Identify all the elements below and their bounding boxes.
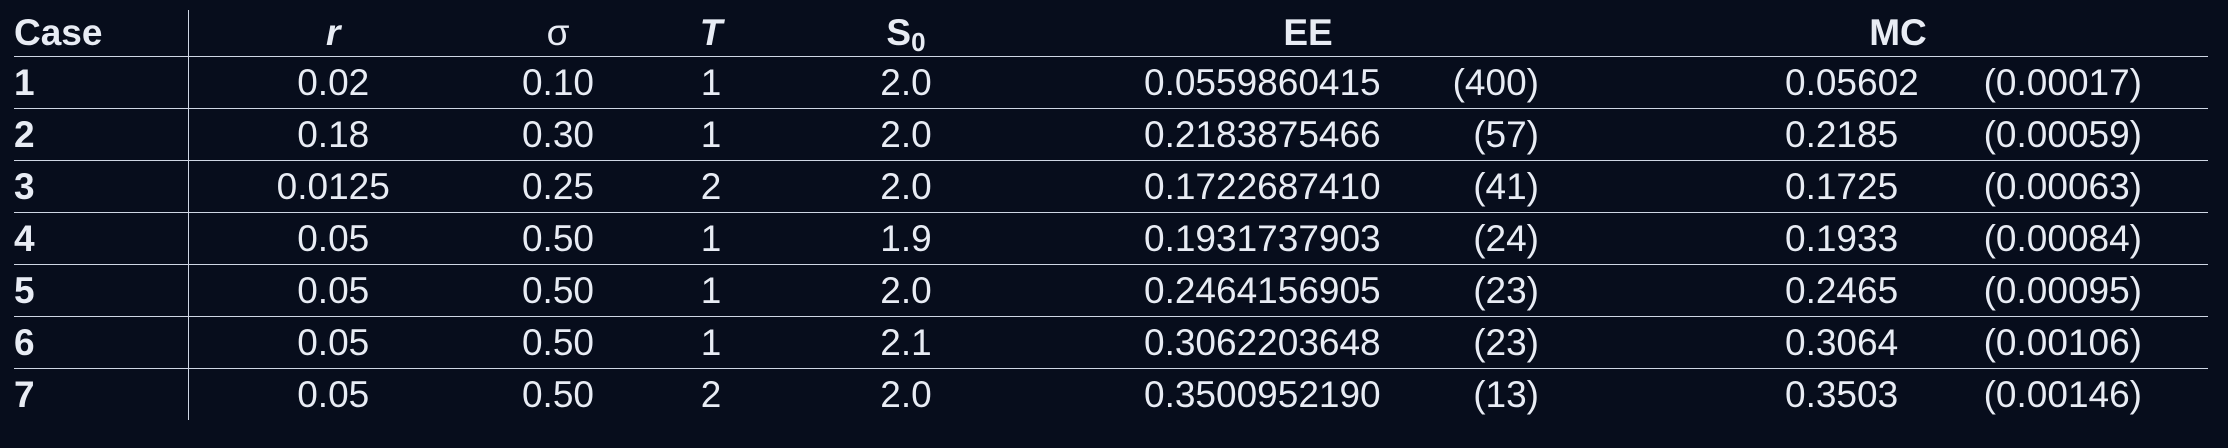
header-T: T [699,12,723,53]
table-row: 1 0.02 0.10 1 2.0 0.0559860415 (400) 0.05602 (0.… [14,56,2208,109]
mc-value: 0.2465 [1785,270,1899,311]
mc-uncertainty: (0.00017) [1983,62,2142,103]
header-r: r [326,12,341,53]
cell-MC: 0.1933 (0.00084) [1588,213,2208,265]
cell-case: 1 [14,56,189,109]
cell-sigma: 0.30 [521,114,594,155]
ee-value: 0.1931737903 [1144,218,1381,259]
cell-sigma: 0.25 [521,166,594,207]
cell-r: 0.0125 [276,166,390,207]
cell-T: 1 [700,270,722,311]
cell-S0: 2.0 [880,62,932,103]
cell-MC: 0.05602 (0.00017) [1588,57,2208,109]
header-sigma: σ [546,12,570,53]
cell-sigma: 0.50 [521,218,594,259]
cell-sigma: 0.50 [521,322,594,363]
cell-EE: 0.2464156905 (23) [1028,265,1588,317]
table-body: 1 0.02 0.10 1 2.0 0.0559860415 (400) 0.05602 (0.… [14,56,2208,421]
mc-value: 0.05602 [1785,62,1919,103]
header-S0-main: S [886,12,912,53]
ee-value: 0.3062203648 [1144,322,1381,363]
ee-value: 0.2464156905 [1144,270,1381,311]
cell-S0: 2.0 [880,374,932,415]
mc-uncertainty: (0.00106) [1983,322,2142,363]
ee-value: 0.3500952190 [1144,374,1381,415]
mc-value: 0.1933 [1785,218,1899,259]
mc-uncertainty: (0.00063) [1983,166,2142,207]
ee-uncertainty: (24) [1473,218,1539,259]
cell-EE: 0.1722687410 (41) [1028,161,1588,213]
ee-value: 0.0559860415 [1144,62,1381,103]
ee-uncertainty: (41) [1473,166,1539,207]
cell-r: 0.05 [297,322,370,363]
results-table: Case r σ T S0 EE MC 1 0.02 0.10 1 2.0 0.05598… [14,10,2208,420]
cell-r: 0.05 [297,270,370,311]
ee-uncertainty: (23) [1473,322,1539,363]
cell-T: 1 [700,114,722,155]
cell-MC: 0.3064 (0.00106) [1588,317,2208,369]
header-S0: S0 [784,10,1028,57]
cell-S0: 1.9 [880,218,932,259]
ee-uncertainty: (13) [1473,374,1539,415]
cell-case: 7 [14,368,189,420]
table-row: 7 0.05 0.50 2 2.0 0.3500952190 (13) 0.3503 (0.00… [14,368,2208,421]
cell-T: 2 [700,166,722,207]
cell-MC: 0.1725 (0.00063) [1588,161,2208,213]
ee-uncertainty: (23) [1473,270,1539,311]
ee-value: 0.2183875466 [1144,114,1381,155]
cell-MC: 0.3503 (0.00146) [1588,369,2208,421]
table-row: 2 0.18 0.30 1 2.0 0.2183875466 (57) 0.2185 (0.00… [14,108,2208,161]
table-row: 5 0.05 0.50 1 2.0 0.2464156905 (23) 0.2465 (0.00… [14,264,2208,317]
cell-MC: 0.2185 (0.00059) [1588,109,2208,161]
cell-case: 2 [14,108,189,161]
cell-EE: 0.0559860415 (400) [1028,57,1588,109]
table-row: 6 0.05 0.50 1 2.1 0.3062203648 (23) 0.3064 (0.00… [14,316,2208,369]
ee-uncertainty: (400) [1452,62,1539,103]
mc-uncertainty: (0.00084) [1983,218,2142,259]
cell-case: 4 [14,212,189,265]
cell-T: 1 [700,322,722,363]
cell-r: 0.02 [297,62,370,103]
header-case: Case [14,10,189,57]
cell-S0: 2.0 [880,166,932,207]
mc-value: 0.1725 [1785,166,1899,207]
cell-r: 0.18 [297,114,370,155]
header-S0-sub: 0 [911,27,926,57]
mc-value: 0.3503 [1785,374,1899,415]
cell-EE: 0.3500952190 (13) [1028,369,1588,421]
cell-EE: 0.2183875466 (57) [1028,109,1588,161]
cell-S0: 2.0 [880,114,932,155]
header-EE: EE [1283,12,1333,53]
table-row: 3 0.0125 0.25 2 2.0 0.1722687410 (41) 0.1725 (0.… [14,160,2208,213]
cell-r: 0.05 [297,374,370,415]
mc-uncertainty: (0.00146) [1983,374,2142,415]
mc-value: 0.2185 [1785,114,1899,155]
cell-S0: 2.0 [880,270,932,311]
cell-case: 5 [14,264,189,317]
cell-case: 3 [14,160,189,213]
cell-sigma: 0.50 [521,374,594,415]
cell-r: 0.05 [297,218,370,259]
ee-value: 0.1722687410 [1144,166,1381,207]
cell-T: 2 [700,374,722,415]
cell-MC: 0.2465 (0.00095) [1588,265,2208,317]
cell-case: 6 [14,316,189,369]
cell-EE: 0.3062203648 (23) [1028,317,1588,369]
cell-T: 1 [700,62,722,103]
header-row: Case r σ T S0 EE MC [14,10,2208,57]
cell-EE: 0.1931737903 (24) [1028,213,1588,265]
cell-sigma: 0.50 [521,270,594,311]
mc-value: 0.3064 [1785,322,1899,363]
cell-S0: 2.1 [880,322,932,363]
mc-uncertainty: (0.00059) [1983,114,2142,155]
table-row: 4 0.05 0.50 1 1.9 0.1931737903 (24) 0.1933 (0.00… [14,212,2208,265]
mc-uncertainty: (0.00095) [1983,270,2142,311]
header-MC: MC [1869,12,1927,53]
cell-T: 1 [700,218,722,259]
cell-sigma: 0.10 [521,62,594,103]
ee-uncertainty: (57) [1473,114,1539,155]
